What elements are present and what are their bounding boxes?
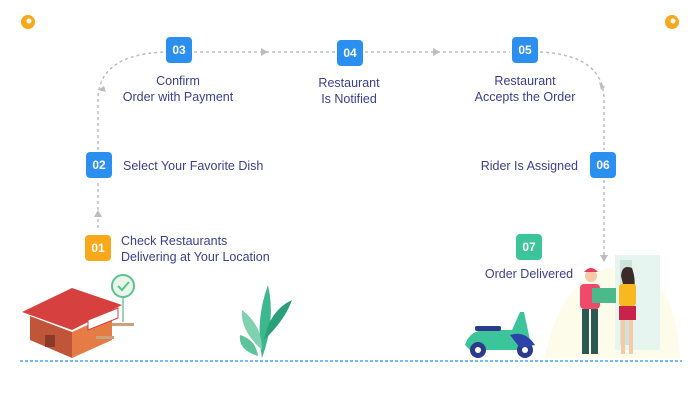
- step-07-badge: 07: [516, 234, 542, 260]
- arrow-icon: [94, 210, 102, 217]
- step-02-badge: 02: [86, 152, 112, 178]
- location-pin-icon: [21, 15, 35, 29]
- step-05-line2: Accepts the Order: [474, 90, 576, 104]
- arrow-icon: [261, 48, 268, 56]
- delivery-handover-illustration: [545, 255, 680, 358]
- checkmark-badge-icon: [111, 274, 135, 298]
- step-04-line2: Is Notified: [321, 92, 377, 106]
- path-02-03: [97, 51, 165, 150]
- path-05-06: [539, 51, 605, 150]
- step-02-label: Select Your Favorite Dish: [123, 159, 264, 173]
- step-05-line1: Restaurant: [494, 74, 556, 88]
- step-05-label: Restaurant Accepts the Order: [475, 73, 576, 105]
- arrow-icon: [98, 86, 106, 92]
- step-03-badge: 03: [166, 37, 192, 63]
- step-05-badge: 05: [512, 37, 538, 63]
- step-06-badge: 06: [590, 152, 616, 178]
- step-04-badge: 04: [337, 40, 363, 66]
- arrow-icon: [599, 82, 605, 90]
- step-01-line1: Check Restaurants: [121, 234, 228, 248]
- step-01-line2: Delivering at Your Location: [121, 250, 270, 264]
- arrow-icon: [600, 255, 608, 262]
- plant-illustration: [239, 285, 292, 358]
- location-pin-icon: [665, 15, 679, 29]
- step-07-label: Order Delivered: [484, 267, 574, 281]
- step-03-line2: Order with Payment: [122, 90, 234, 104]
- step-03-line1: Confirm: [156, 74, 200, 88]
- step-06-label: Rider Is Assigned: [480, 159, 578, 173]
- step-04-label: Restaurant Is Notified: [318, 75, 379, 107]
- restaurant-illustration: [22, 288, 134, 358]
- step-04-line1: Restaurant: [318, 76, 380, 90]
- step-01-badge: 01: [85, 235, 111, 261]
- arrow-icon: [433, 48, 440, 56]
- step-03-label: Confirm Order with Payment: [123, 73, 233, 105]
- scooter-illustration: [465, 312, 535, 358]
- step-01-label: Check Restaurants Delivering at Your Loca…: [121, 233, 270, 265]
